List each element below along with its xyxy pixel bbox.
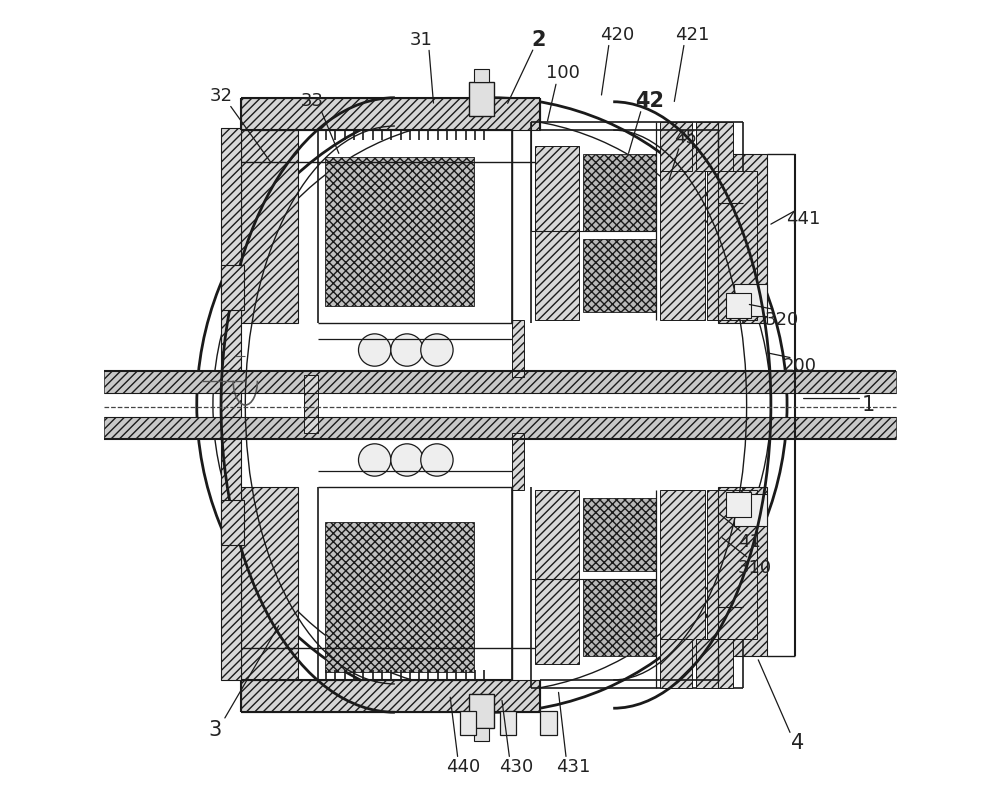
Circle shape xyxy=(391,444,423,476)
Text: 4: 4 xyxy=(791,733,804,753)
Text: 441: 441 xyxy=(786,210,820,228)
Bar xyxy=(583,239,656,312)
Bar xyxy=(734,284,767,316)
Bar xyxy=(660,490,705,663)
Bar xyxy=(104,371,896,393)
Bar xyxy=(660,122,692,170)
Bar xyxy=(583,498,656,571)
Bar xyxy=(718,155,767,322)
Text: 440: 440 xyxy=(446,758,481,776)
Bar xyxy=(707,170,757,320)
Text: 200: 200 xyxy=(782,357,816,375)
Bar xyxy=(241,130,298,322)
Bar xyxy=(325,157,474,306)
Bar xyxy=(474,728,489,741)
Text: 431: 431 xyxy=(556,758,590,776)
Bar xyxy=(583,579,656,655)
Bar xyxy=(535,147,579,320)
Text: 430: 430 xyxy=(499,758,533,776)
Text: 31: 31 xyxy=(410,31,433,49)
Bar xyxy=(734,494,767,526)
Bar xyxy=(660,147,705,320)
Circle shape xyxy=(358,334,391,366)
Bar xyxy=(660,640,692,688)
Bar xyxy=(696,122,733,170)
Bar xyxy=(304,375,318,433)
Text: 2: 2 xyxy=(532,29,546,49)
Bar xyxy=(469,82,494,116)
Circle shape xyxy=(391,334,423,366)
Text: 320: 320 xyxy=(764,311,799,329)
Text: 421: 421 xyxy=(675,26,710,44)
Bar xyxy=(474,69,489,82)
Bar xyxy=(540,710,557,735)
Bar xyxy=(221,129,241,680)
Text: 33: 33 xyxy=(301,92,324,110)
Bar xyxy=(241,680,540,712)
Bar xyxy=(500,710,516,735)
Bar xyxy=(469,694,494,728)
Bar xyxy=(583,155,656,231)
Bar xyxy=(460,710,476,735)
Bar xyxy=(535,490,579,663)
Bar xyxy=(104,417,896,439)
Bar xyxy=(325,522,474,671)
Bar xyxy=(221,265,244,309)
Bar xyxy=(726,293,751,318)
Bar xyxy=(221,501,244,545)
Text: 3: 3 xyxy=(209,720,222,740)
Circle shape xyxy=(358,444,391,476)
Bar xyxy=(241,488,298,680)
Circle shape xyxy=(421,334,453,366)
Text: 42: 42 xyxy=(635,91,664,111)
Bar xyxy=(512,320,524,377)
Bar xyxy=(241,98,540,130)
Text: 45: 45 xyxy=(674,129,697,147)
Bar xyxy=(512,433,524,490)
Bar xyxy=(707,490,757,640)
Bar xyxy=(726,492,751,517)
Circle shape xyxy=(421,444,453,476)
Text: 100: 100 xyxy=(546,65,580,83)
Text: 1: 1 xyxy=(861,395,875,415)
Bar xyxy=(718,488,767,655)
Text: 420: 420 xyxy=(600,26,634,44)
Text: 310: 310 xyxy=(738,560,772,578)
Text: 32: 32 xyxy=(210,87,233,105)
Text: 41: 41 xyxy=(738,534,760,552)
Bar xyxy=(696,640,733,688)
